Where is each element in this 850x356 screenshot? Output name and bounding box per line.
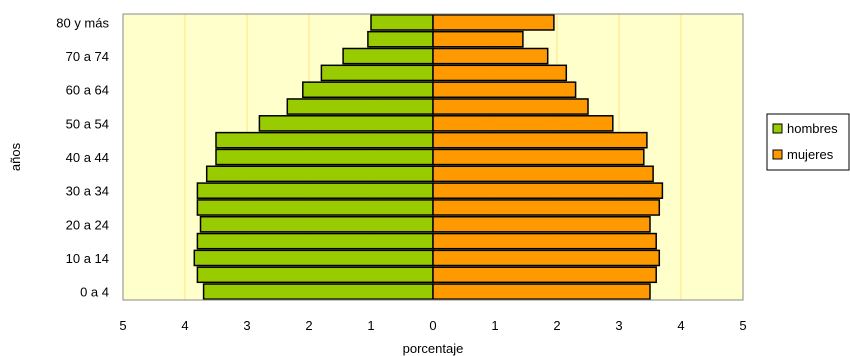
x-tick-label: 3 [243,318,250,333]
legend-label-mujeres: mujeres [787,147,834,162]
bar-mujeres [432,148,645,166]
bar-mujeres [432,115,614,132]
bar-mujeres [432,283,651,300]
bar-mujeres [432,14,555,31]
y-tick-label: 70 a 74 [66,49,109,64]
bar-mujeres [432,249,661,267]
x-axis-title: porcentaje [403,341,464,356]
bar-hombres [196,199,434,216]
bar-mujeres [432,81,577,99]
y-axis-title: años [8,142,23,171]
bar-hombres [258,115,434,132]
x-tick-label: 4 [677,318,684,333]
bar-mujeres [432,215,651,233]
x-tick-label: 1 [491,318,498,333]
x-tick-label: 5 [739,318,746,333]
bar-mujeres [432,182,664,199]
x-tick-label: 0 [429,318,436,333]
x-tick-label: 1 [367,318,374,333]
y-tick-label: 10 a 14 [66,251,109,266]
bar-mujeres [432,232,657,250]
y-tick-label: 50 a 54 [66,116,109,131]
bar-mujeres [432,47,549,65]
bar-hombres [193,249,434,267]
bar-mujeres [432,199,661,216]
x-tick-label: 4 [181,318,188,333]
bar-mujeres [432,131,648,149]
bar-hombres [205,165,434,183]
legend-box [766,113,850,171]
x-tick-labels: 5 4 3 2 1 0 1 2 3 4 5 [119,318,746,333]
y-tick-label: 40 a 44 [66,150,109,165]
y-tick-labels: 0 a 4 10 a 14 20 a 24 30 a 34 40 a 44 50 a 54… [56,15,109,299]
y-tick-label: 30 a 34 [66,184,109,199]
y-tick-label: 60 a 64 [66,83,109,98]
bar-hombres [342,47,434,65]
bar-hombres [302,81,434,99]
bar-hombres [367,30,434,48]
legend-label-hombres: hombres [787,121,838,136]
bar-hombres [215,148,434,166]
legend-swatch-hombres [772,123,783,134]
y-tick-label: 80 y más [56,15,109,30]
bar-hombres [370,14,434,31]
y-tick-label: 0 a 4 [80,285,109,300]
bar-hombres [215,131,434,149]
bar-hombres [196,182,434,199]
legend: hombres mujeres [766,113,850,171]
legend-swatch-mujeres [772,149,783,160]
x-tick-label: 2 [305,318,312,333]
x-tick-label: 5 [119,318,126,333]
bar-hombres [199,215,434,233]
bar-mujeres [432,30,524,48]
bar-hombres [320,64,434,82]
plot-frame [122,13,744,301]
bar-mujeres [432,165,654,183]
bar-hombres [286,98,434,115]
x-tick-label: 2 [553,318,560,333]
bar-hombres [202,283,434,300]
bar-mujeres [432,64,568,82]
bar-mujeres [432,98,589,115]
x-tick-label: 3 [615,318,622,333]
y-tick-label: 20 a 24 [66,217,109,232]
bars [193,14,664,300]
bar-mujeres [432,266,657,284]
bar-hombres [196,266,434,284]
bar-hombres [196,232,434,250]
